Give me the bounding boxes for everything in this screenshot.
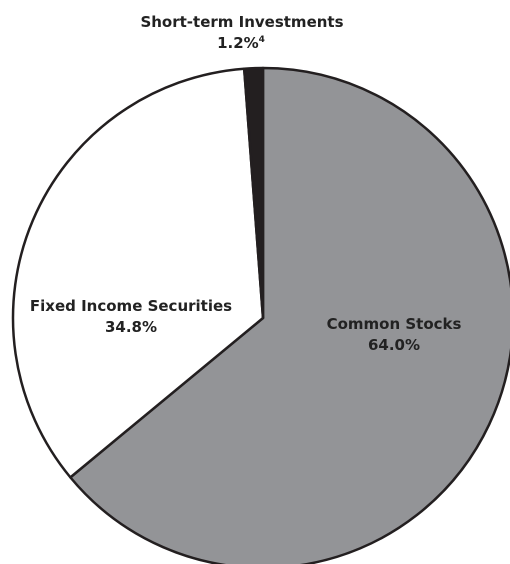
fixed-income-label: Fixed Income Securities	[30, 297, 232, 315]
common-stocks-slice	[69, 66, 510, 564]
short-term-investments-footnote: 4	[259, 35, 265, 45]
short-term-investments-value: 1.2%4	[217, 34, 265, 52]
common-stocks-value: 64.0%	[368, 336, 420, 354]
pie-slices	[11, 66, 510, 564]
short-term-investments-slice	[242, 66, 265, 320]
short-term-investments-percent: 1.2%	[217, 34, 259, 52]
fixed-income-slice	[11, 67, 265, 479]
common-stocks-label: Common Stocks	[327, 315, 462, 333]
short-term-investments-label: Short-term Investments	[140, 13, 343, 31]
fixed-income-value: 34.8%	[105, 318, 157, 336]
